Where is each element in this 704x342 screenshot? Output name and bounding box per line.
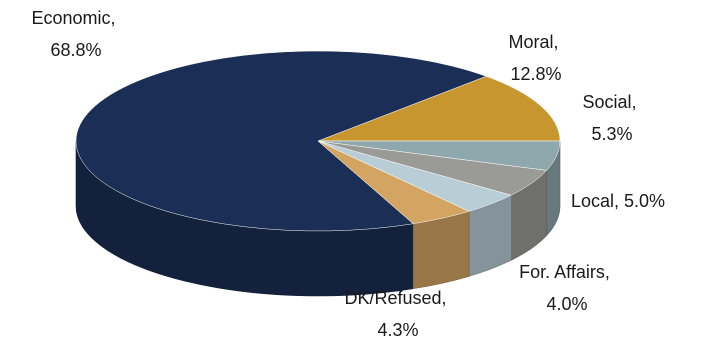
- label-social: Social, 5.3%: [582, 92, 641, 144]
- label-dk-refused: DK/Refused, 4.3%: [344, 288, 451, 340]
- label-local-text: Local, 5.0%: [571, 191, 665, 211]
- pie-slice-social: [317, 140, 561, 171]
- label-dk-refused-value: 4.3%: [377, 320, 418, 340]
- label-local: Local, 5.0%: [571, 191, 665, 211]
- label-dk-refused-name: DK/Refused,: [344, 288, 446, 308]
- label-economic: Economic, 68.8%: [31, 8, 120, 60]
- label-moral: Moral, 12.8%: [508, 32, 563, 84]
- label-social-name: Social,: [582, 92, 636, 112]
- label-moral-name: Moral,: [508, 32, 558, 52]
- pie-tops: [75, 50, 561, 232]
- label-economic-value: 68.8%: [50, 40, 101, 60]
- label-foreign-affairs-name: For. Affairs,: [519, 262, 610, 282]
- pie-side-dk-refused: [412, 210, 470, 290]
- pie-slice-moral: [317, 76, 561, 142]
- label-economic-name: Economic,: [31, 8, 115, 28]
- label-social-value: 5.3%: [591, 124, 632, 144]
- pie-slice-economic: [75, 50, 487, 232]
- label-foreign-affairs: For. Affairs, 4.0%: [519, 262, 615, 314]
- label-moral-value: 12.8%: [510, 64, 561, 84]
- label-foreign-affairs-value: 4.0%: [546, 294, 587, 314]
